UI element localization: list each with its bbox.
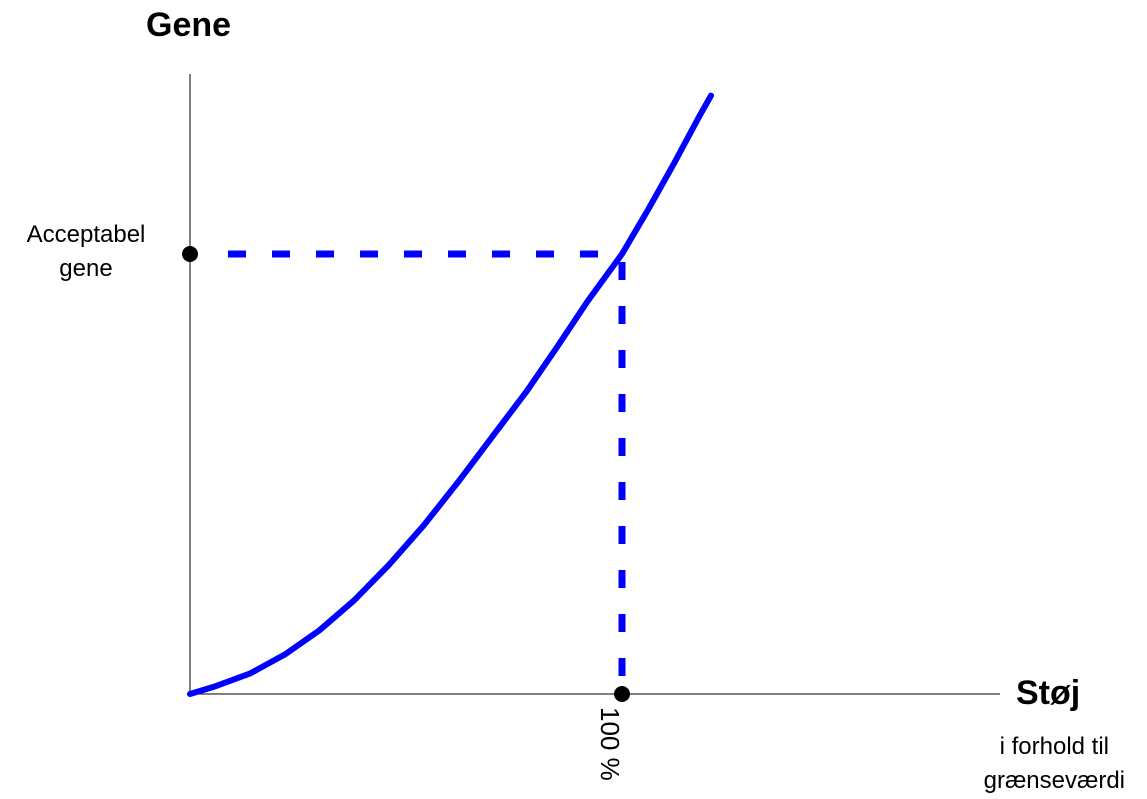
acceptable-level-guides xyxy=(228,250,626,686)
x-axis-subtitle-line-1: i forhold til xyxy=(999,733,1109,760)
limit-100-percent-label: 100 % xyxy=(595,707,625,781)
axes xyxy=(189,74,1000,695)
limit-100-percent-marker-dot xyxy=(614,686,630,702)
acceptable-level-label-line-2: gene xyxy=(59,255,113,282)
x-axis-subtitle: i forhold til grænseværdi xyxy=(984,730,1125,798)
acceptable-level-marker-dot xyxy=(182,246,198,262)
x-axis-subtitle-line-2: grænseværdi xyxy=(983,767,1125,794)
acceptable-level-label-line-1: Acceptabel xyxy=(26,221,146,248)
y-axis-title: Gene xyxy=(146,6,232,44)
series-line xyxy=(187,92,714,697)
acceptable-level-label: Acceptabel gene xyxy=(0,218,172,286)
series-layer xyxy=(187,92,714,697)
markers xyxy=(182,246,630,702)
x-axis-title: Støj xyxy=(1016,674,1081,712)
